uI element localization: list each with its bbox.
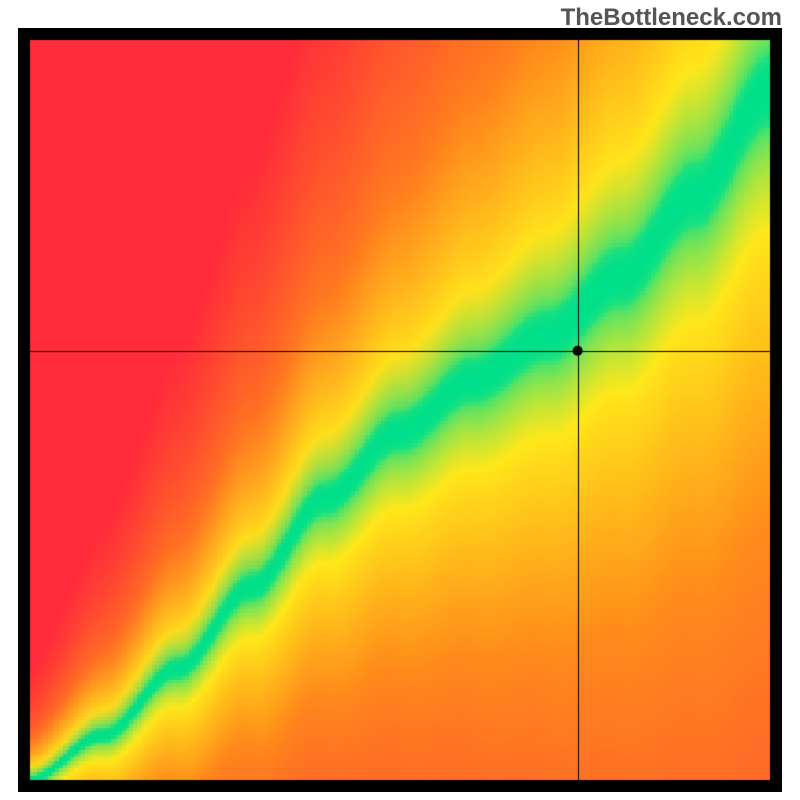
bottleneck-heatmap	[18, 28, 782, 792]
root: TheBottleneck.com	[0, 0, 800, 800]
watermark-text: TheBottleneck.com	[561, 4, 782, 32]
heatmap-frame	[18, 28, 782, 792]
